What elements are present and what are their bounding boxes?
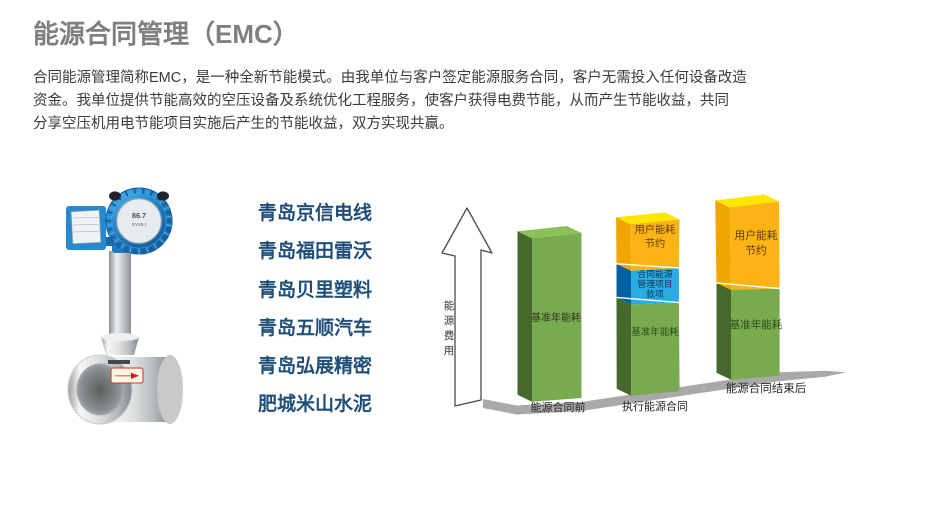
svg-text:基准年能耗: 基准年能耗 xyxy=(730,318,783,331)
svg-text:节约: 节约 xyxy=(745,244,767,257)
svg-text:源: 源 xyxy=(444,314,455,327)
svg-text:能: 能 xyxy=(444,299,455,312)
svg-text:款项: 款项 xyxy=(646,288,664,299)
svg-text:用: 用 xyxy=(444,345,455,357)
svg-text:SYS8 t: SYS8 t xyxy=(132,222,147,227)
svg-text:用户能耗: 用户能耗 xyxy=(635,223,676,236)
svg-text:节约: 节约 xyxy=(645,237,665,250)
svg-text:用户能耗: 用户能耗 xyxy=(734,228,777,242)
svg-text:86.7: 86.7 xyxy=(132,211,146,220)
svg-text:管理项目: 管理项目 xyxy=(637,278,672,289)
svg-text:能源合同前: 能源合同前 xyxy=(531,400,586,414)
svg-text:合同能源: 合同能源 xyxy=(637,268,672,279)
svg-text:能源合同结束后: 能源合同结束后 xyxy=(726,381,807,395)
svg-text:执行能源合同: 执行能源合同 xyxy=(622,399,688,413)
svg-text:费: 费 xyxy=(444,329,455,342)
svg-text:基准年能耗: 基准年能耗 xyxy=(531,311,581,324)
svg-text:基准年能耗: 基准年能耗 xyxy=(631,326,679,338)
